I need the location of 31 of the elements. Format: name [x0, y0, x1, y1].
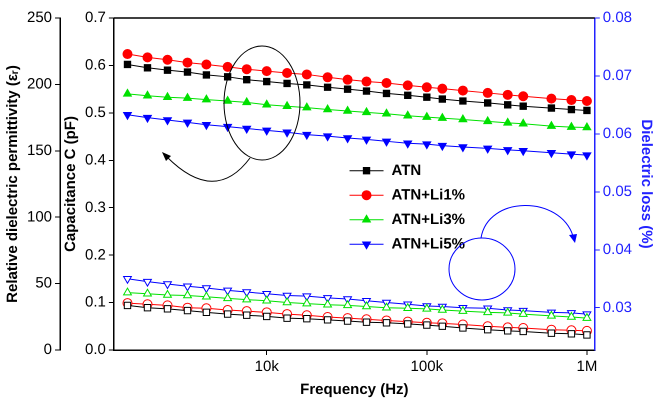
y2-tick-label: 0.03 [602, 298, 632, 316]
y-tick-label: 0.4 [85, 151, 106, 168]
y2-axis-title: Dielectric loss (%) [638, 119, 655, 249]
y3-tick-label: 50 [35, 274, 52, 292]
legend-label: ATN+Li5% [392, 235, 466, 252]
y3-tick-label: 250 [26, 9, 52, 26]
y-tick-label: 0.7 [85, 9, 106, 26]
legend-label: ATN+Li3% [392, 210, 466, 228]
y2-tick-label: 0.07 [602, 67, 632, 84]
y-tick-label: 0.0 [85, 341, 106, 358]
x-tick-label: 1M [576, 358, 598, 376]
y2-tick-label: 0.04 [602, 240, 632, 258]
y-tick-label: 0.2 [85, 246, 106, 264]
y2-tick-label: 0.05 [602, 182, 632, 200]
legend-label: ATN [392, 162, 422, 179]
x-tick-label: 100k [410, 358, 444, 376]
y-axis-title: Capacitance C (pF) [62, 116, 80, 252]
y-tick-label: 0.3 [85, 198, 106, 216]
y3-tick-label: 200 [26, 76, 52, 93]
y3-tick-label: 0 [44, 341, 52, 358]
y-tick-label: 0.5 [85, 104, 106, 121]
x-tick-label: 10k [254, 358, 280, 376]
y3-tick-label: 150 [26, 142, 52, 159]
x-axis-title: Frequency (Hz) [300, 381, 409, 398]
y3-tick-label: 100 [26, 208, 52, 226]
y3-axis-title: Relative dielectric permittivity (εᵣ) [4, 65, 22, 303]
y2-tick-label: 0.06 [602, 125, 632, 142]
y-tick-label: 0.1 [85, 294, 106, 311]
y-tick-label: 0.6 [85, 56, 106, 74]
legend-label: ATN+Li1% [392, 186, 466, 204]
y2-tick-label: 0.08 [602, 9, 632, 26]
